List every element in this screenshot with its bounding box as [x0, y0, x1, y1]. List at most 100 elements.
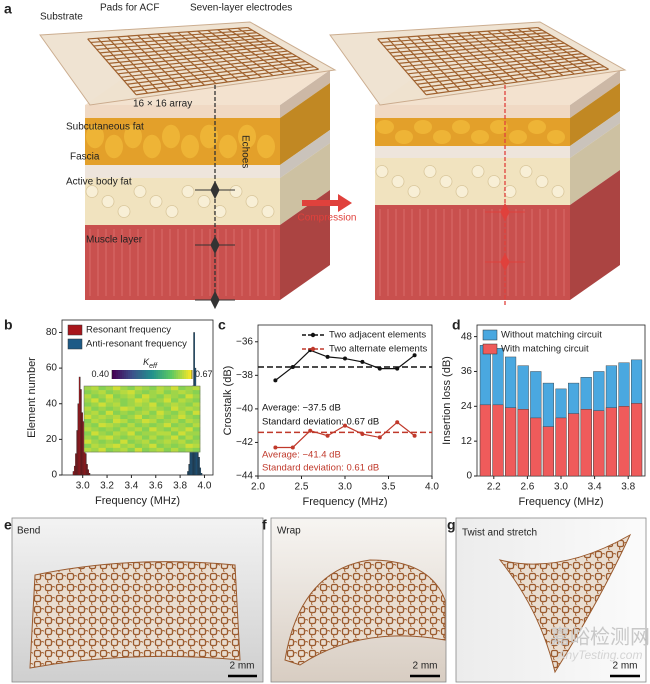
heatmap-cell: [120, 419, 128, 424]
heatmap-cell: [134, 419, 143, 424]
legend-label: Resonant frequency: [86, 325, 171, 336]
label: Echoes: [239, 135, 250, 168]
electrode-line: [410, 55, 587, 78]
heatmap-cell: [149, 402, 157, 407]
bar: [631, 403, 643, 477]
heatmap-cell: [192, 398, 201, 403]
fat-cell: [149, 195, 163, 208]
heatmap-cell: [185, 402, 194, 407]
heatmap-cell: [91, 402, 99, 407]
heatmap-cell: [142, 410, 150, 416]
heatmap-cell: [163, 398, 172, 403]
heatmap-cell: [163, 406, 172, 412]
heatmap-cell: [142, 443, 150, 449]
fat-cell: [423, 165, 437, 178]
colorbar-cell: [156, 370, 159, 379]
electrode-line: [420, 63, 600, 89]
heatmap-cell: [98, 443, 107, 449]
heatmap-cell: [98, 406, 107, 412]
fat-cell: [519, 165, 533, 178]
legend-swatch: [67, 324, 83, 336]
heatmap-cell: [185, 406, 194, 412]
point: [412, 433, 417, 438]
y-tick-label: −42: [236, 437, 253, 448]
point: [360, 359, 365, 364]
heatmap-cell: [178, 386, 186, 391]
heatmap-cell: [113, 414, 121, 420]
x-axis-title: Frequency (MHz): [303, 496, 388, 508]
heatmap-cell: [120, 423, 128, 428]
heatmap-cell: [142, 390, 150, 395]
heatmap-cell: [156, 402, 165, 407]
heatmap-cell: [185, 419, 194, 424]
y-tick-label: 40: [46, 398, 58, 409]
y-tick-label: 0: [51, 470, 57, 481]
fat-cell: [503, 185, 517, 198]
heatmap-cell: [134, 390, 143, 395]
plot-frame: [61, 319, 214, 476]
colorbar-label: 0.40: [91, 369, 109, 379]
heatmap-cell: [91, 435, 99, 440]
colorbar-cell: [162, 370, 165, 379]
fat-cell: [101, 195, 115, 208]
point: [325, 354, 330, 359]
heatmap-cell: [185, 435, 194, 440]
heatmap-cell: [84, 447, 92, 453]
heatmap-cell: [105, 431, 114, 436]
heatmap-cell: [120, 427, 128, 432]
heatmap-cell: [127, 439, 136, 445]
point: [395, 420, 400, 425]
colorbar-cell: [138, 370, 141, 379]
electrode-line: [404, 50, 578, 71]
fat-lobule: [200, 124, 218, 149]
heatmap-cell: [105, 439, 114, 445]
heatmap-cell: [113, 439, 121, 445]
point: [343, 356, 347, 361]
electrode-line: [507, 29, 575, 75]
point: [273, 378, 278, 383]
heatmap-cell: [134, 431, 143, 436]
heatmap-cell: [149, 427, 157, 432]
fat-lobule: [86, 124, 104, 149]
fat-cell: [229, 185, 243, 198]
heatmap-cell: [105, 423, 114, 428]
heatmap-cell: [171, 443, 179, 449]
fat-lobule: [414, 120, 432, 134]
heatmap-cell: [156, 427, 165, 432]
fat-lobule: [509, 130, 527, 144]
heatmap-cell: [98, 394, 107, 399]
heatmap-cell: [91, 423, 99, 428]
bar: [517, 409, 529, 477]
colorbar-cell: [144, 370, 147, 379]
bar: [618, 406, 630, 477]
colorbar-cell: [160, 370, 163, 379]
fat-lobule: [219, 134, 237, 159]
label: Muscle layer: [86, 235, 143, 246]
heatmap-cell: [192, 410, 201, 416]
heatmap-cell: [105, 390, 114, 395]
heatmap-cell: [149, 431, 157, 436]
colorbar-cell: [190, 370, 193, 379]
x-tick-label: 3.0: [338, 482, 352, 493]
layer-shade: [280, 83, 330, 165]
heatmap-cell: [156, 447, 165, 453]
heatmap-cell: [171, 402, 179, 407]
heatmap-cell: [163, 402, 172, 407]
heatmap-cell: [185, 398, 194, 403]
tissue-block: [39, 21, 337, 310]
heatmap-cell: [185, 394, 194, 399]
device: [284, 559, 446, 666]
echo: [195, 180, 235, 200]
heatmap-cell: [113, 431, 121, 436]
y-tick-label: −38: [236, 370, 253, 381]
heatmap-cell: [149, 410, 157, 416]
heatmap-cell: [105, 447, 114, 453]
fat-cell: [197, 195, 211, 208]
watermark: 嘉峪检测网: [550, 625, 650, 649]
heatmap-cell: [84, 406, 92, 412]
heatmap-cell: [178, 414, 186, 420]
x-tick-label: 3.0: [554, 482, 568, 493]
layer-side: [280, 70, 330, 118]
heatmap-cell: [113, 427, 121, 432]
device: [498, 533, 632, 674]
